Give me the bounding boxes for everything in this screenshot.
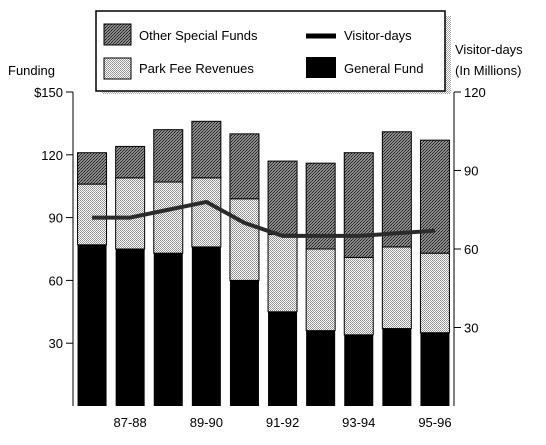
bar-other	[267, 160, 298, 235]
plot-area: $150 120 90 60 30 120 90 60 30 87-88 89-90 91-92 93-…	[34, 85, 486, 430]
legend-label-visitor: Visitor-days	[344, 28, 412, 43]
bar-other	[343, 152, 374, 258]
x-tick-label: 93-94	[342, 415, 375, 430]
x-tick-label: 91-92	[266, 415, 299, 430]
bar-general	[306, 330, 336, 406]
bar-fee	[191, 177, 222, 248]
left-tick-label: $150	[34, 85, 63, 100]
legend-label-general: General Fund	[344, 61, 424, 76]
left-tick-label: 30	[49, 336, 63, 351]
right-tick-label: 60	[464, 242, 478, 257]
legend-swatch-fee	[103, 57, 132, 80]
bar-general	[153, 253, 183, 406]
bar-general	[115, 249, 145, 406]
left-axis-title: Funding	[8, 63, 55, 78]
x-tick-label: 87-88	[114, 415, 147, 430]
bar-fee	[381, 246, 412, 330]
bar-other	[153, 129, 184, 183]
visitor-days-line	[92, 199, 436, 238]
legend-box	[95, 10, 446, 92]
legend-label-fee: Park Fee Revenues	[139, 61, 254, 76]
legend-swatch-other	[103, 23, 132, 46]
bar-general	[344, 334, 374, 406]
right-axis-title-line1: Visitor-days	[455, 42, 523, 57]
bar-other	[419, 139, 450, 254]
bar-general	[77, 244, 107, 406]
bar-other	[115, 145, 146, 179]
left-tick-label: 90	[49, 211, 63, 226]
right-tick-label: 120	[464, 85, 486, 100]
bar-other	[191, 120, 222, 179]
bar-general	[229, 280, 259, 406]
right-tick-label: 30	[464, 321, 478, 336]
bar-fee	[267, 233, 298, 313]
left-tick-label: 60	[49, 273, 63, 288]
legend: Other Special Funds Park Fee Revenues Vi…	[95, 10, 451, 94]
left-tick-label: 120	[41, 148, 63, 163]
bar-fee	[343, 256, 374, 336]
bar-general	[382, 328, 412, 406]
bar-fee	[115, 177, 146, 250]
bar-other	[77, 152, 108, 185]
right-axis-title-line2: (In Millions)	[455, 63, 521, 78]
bar-general	[191, 246, 221, 406]
bar-general	[420, 332, 450, 406]
x-tick-label: 95-96	[418, 415, 451, 430]
bar-fee	[77, 183, 108, 246]
bar-general	[268, 311, 298, 406]
bar-other	[381, 131, 412, 248]
bar-fee	[153, 181, 184, 254]
legend-swatch-general	[306, 57, 336, 78]
bar-fee	[305, 248, 336, 332]
legend-label-other: Other Special Funds	[139, 28, 258, 43]
bar-other	[229, 133, 260, 200]
right-tick-label: 90	[464, 164, 478, 179]
bar-fee	[419, 252, 450, 334]
bar-fee	[229, 198, 260, 281]
x-tick-label: 89-90	[190, 415, 223, 430]
